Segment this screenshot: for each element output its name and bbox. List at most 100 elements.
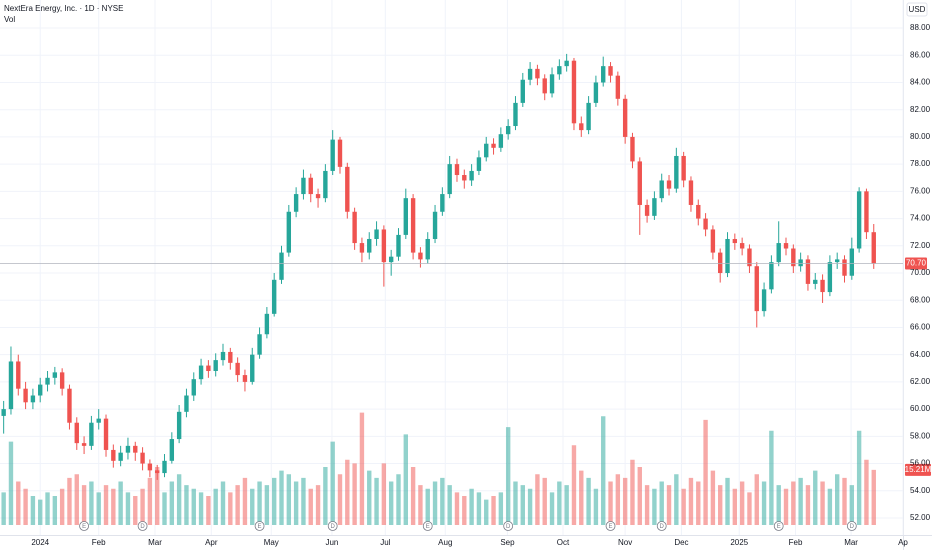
candle-body: [308, 177, 313, 195]
candle-body: [593, 82, 599, 103]
candle-body: [206, 365, 211, 372]
volume-bar: [725, 477, 730, 525]
candle-body: [732, 238, 738, 244]
event-marker: [422, 521, 433, 531]
candle-body: [856, 191, 862, 249]
event-marker: [773, 521, 784, 531]
volume-bar: [111, 488, 116, 525]
volume-bar: [630, 459, 635, 525]
candle-body: [630, 136, 635, 162]
candle-body: [725, 238, 730, 274]
volume-bar: [1, 492, 6, 525]
currency-box[interactable]: [906, 2, 928, 17]
candle-layer: [1, 53, 876, 480]
volume-bar: [418, 485, 423, 525]
volume-bar: [586, 477, 591, 525]
volume-bar: [45, 492, 50, 525]
volume-bar: [410, 467, 416, 525]
event-label: D: [850, 524, 855, 530]
candle-body: [432, 211, 438, 239]
volume-bar: [147, 477, 153, 525]
event-marker: [605, 521, 616, 531]
y-tick-label: 72.00: [910, 241, 931, 250]
volume-bar: [798, 477, 803, 525]
volume-bar: [162, 492, 167, 525]
candle-body: [688, 180, 694, 205]
candle-body: [871, 232, 876, 264]
candle-body: [257, 334, 262, 355]
volume-layer: [1, 412, 876, 525]
candle-body: [659, 180, 664, 199]
volume-bar: [403, 434, 408, 525]
candle-body: [337, 139, 343, 167]
candle-body: [484, 143, 489, 158]
volume-bar: [330, 441, 335, 525]
candle-body: [228, 351, 233, 363]
candle-body: [622, 98, 628, 137]
volume-bar: [315, 485, 321, 525]
volume-bar: [388, 481, 394, 525]
volume-bar: [8, 441, 14, 525]
candle-body: [125, 445, 131, 453]
candle-body: [45, 377, 50, 385]
volume-bar: [140, 488, 145, 525]
candle-body: [425, 238, 430, 260]
candle-body: [250, 354, 255, 382]
y-tick-label: 58.00: [910, 431, 931, 440]
volume-bar: [484, 499, 489, 525]
x-tick-label: Oct: [557, 538, 570, 547]
volume-bar: [454, 492, 460, 525]
candle-body: [81, 443, 87, 446]
chart-title: NextEra Energy, Inc. · 1D · NYSE: [4, 4, 123, 13]
candle-body: [198, 365, 204, 380]
candle-body: [535, 68, 540, 79]
volume-bar: [498, 492, 504, 525]
event-label: D: [331, 524, 336, 530]
candle-body: [747, 248, 752, 267]
volume-title: Vol: [4, 15, 15, 24]
x-tick-label: Aug: [438, 538, 452, 547]
x-tick-label: May: [264, 538, 279, 547]
y-tick-label: 88.00: [910, 23, 931, 32]
candle-body: [30, 395, 36, 403]
candle-body: [74, 422, 79, 444]
volume-bar: [805, 485, 811, 525]
volume-bar: [637, 467, 642, 525]
candle-body: [652, 198, 657, 216]
volume-bar: [864, 459, 869, 525]
candle-body: [147, 463, 153, 471]
volume-bar: [432, 481, 438, 525]
candle-body: [739, 243, 745, 249]
candle-body: [359, 243, 365, 253]
volume-bar: [89, 481, 94, 525]
candle-body: [813, 279, 818, 284]
event-label: E: [609, 524, 613, 530]
candle-body: [279, 252, 284, 280]
candle-body: [805, 259, 811, 284]
event-label: E: [258, 524, 262, 530]
volume-bar: [264, 485, 270, 525]
candle-body: [842, 259, 847, 276]
x-tick-label: Sep: [500, 538, 515, 547]
candle-body: [674, 155, 679, 189]
event-marker: [137, 521, 148, 531]
volume-bar: [345, 459, 350, 525]
volume-bar: [52, 496, 58, 525]
volume-bar: [535, 474, 540, 525]
candle-body: [703, 218, 708, 230]
volume-bar: [118, 481, 123, 525]
candle-body: [176, 411, 182, 440]
volume-bar: [513, 481, 518, 525]
volume-bar: [271, 477, 277, 525]
candle-body: [476, 157, 482, 171]
volume-bar: [235, 485, 240, 525]
currency[interactable]: USD: [909, 5, 926, 14]
volume-bar: [228, 492, 233, 525]
candle-body: [191, 379, 196, 396]
y-tick-label: 56.00: [910, 459, 931, 468]
volume-bar: [549, 492, 555, 525]
y-tick-label: 74.00: [910, 214, 931, 223]
volume-bar: [337, 474, 343, 525]
event-label: E: [82, 524, 86, 530]
